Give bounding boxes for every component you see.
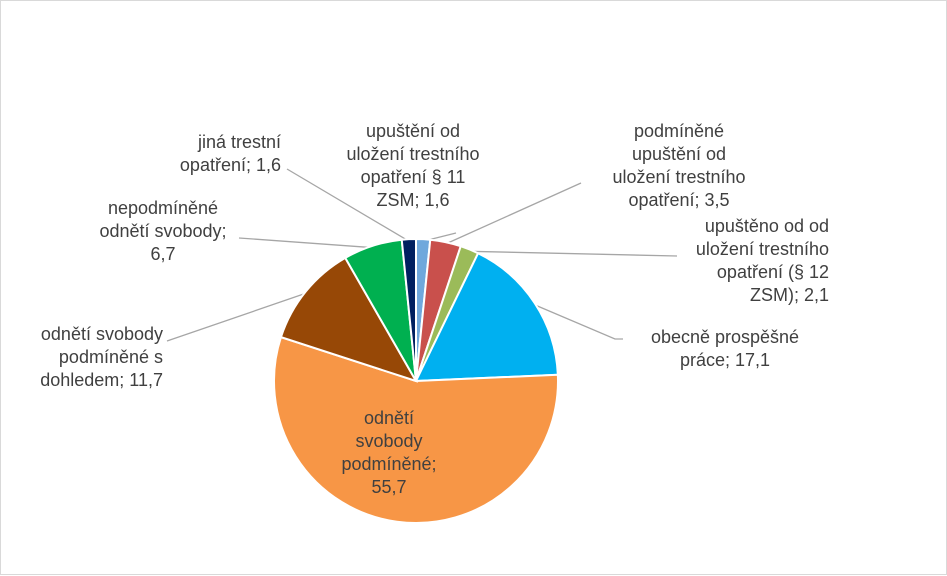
leader-line-obecne-prospesne-prace [532, 303, 623, 340]
leader-line-upusteno-12 [468, 250, 678, 257]
leader-line-jina-trestni-opatreni [286, 168, 410, 242]
leader-line-podminene-upusteni [445, 182, 582, 245]
data-label-upusteni-11: upuštění od uložení trestního opatření §… [346, 121, 480, 210]
data-label-obecne-prospesne-prace: obecně prospěšné práce; 17,1 [650, 327, 800, 370]
pie-slice-obecne-prospesne-prace [414, 251, 559, 383]
data-label-odneti-podminene: odnětí svobody podmíněné; 55,7 [341, 408, 437, 497]
leader-lines [166, 168, 678, 342]
data-label-upusteno-12: upuštěno od od uložení trestního opatřen… [695, 216, 829, 305]
data-label-podminene-upusteni: podmíněné upuštění od uložení trestního … [612, 121, 746, 210]
pie-slice-odneti-podminene [273, 335, 559, 524]
pie-slice-odneti-s-dohledem [279, 256, 419, 383]
pie-slices [273, 237, 559, 524]
data-label-nepodminene: nepodmíněné odnětí svobody; 6,7 [99, 198, 227, 264]
leader-line-odneti-s-dohledem [166, 292, 308, 342]
data-label-odneti-s-dohledem: odnětí svobody podmíněné s dohledem; 11,… [40, 324, 163, 390]
pie-slice-jina-trestni-opatreni [400, 237, 417, 382]
leader-line-nepodminene [238, 237, 374, 249]
data-label-jina-trestni-opatreni: jiná trestní opatření; 1,6 [179, 132, 281, 175]
